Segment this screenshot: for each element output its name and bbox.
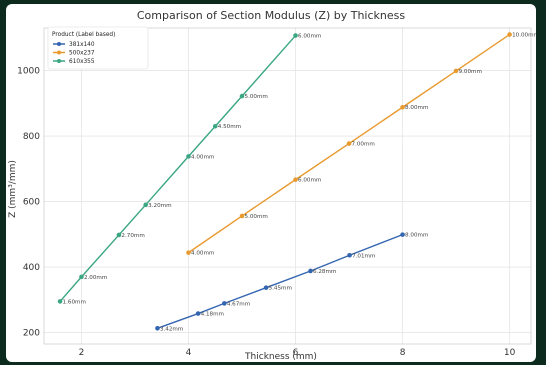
y-tick-label: 800 (23, 132, 40, 142)
data-label: 4.18mm (201, 312, 224, 318)
data-label: 4.00mm (191, 154, 214, 160)
legend-item: 381x140 (53, 42, 95, 48)
legend-swatch-marker (57, 42, 61, 46)
x-tick-label: 8 (400, 348, 406, 358)
legend-item-label: 610x355 (69, 59, 95, 65)
data-point (400, 104, 405, 110)
y-tick-label: 600 (23, 198, 40, 208)
data-point (347, 252, 352, 258)
data-label: 8.00mm (405, 105, 428, 111)
data-label: 7.00mm (352, 142, 375, 148)
x-axis-ticks: 2 4 6 8 10 (79, 348, 516, 358)
data-label: 4.00mm (191, 251, 214, 257)
legend-item: 610x355 (53, 59, 95, 65)
data-point (239, 93, 245, 99)
series-500x237: 4.00mm 5.00mm 6.00mm 7.00mm 8.00mm 9.00mm 10.0… (186, 32, 536, 257)
data-point (507, 32, 512, 37)
legend: Product (Label based) 381x140 500x237 610x… (47, 26, 149, 70)
data-label: 6.00mm (298, 34, 321, 40)
data-point (116, 232, 122, 238)
data-point (308, 268, 313, 274)
plot-area (43, 27, 532, 345)
data-label: 10.00mm (512, 33, 536, 39)
data-label: 4.67mm (227, 301, 250, 307)
y-axis-label: Z (mm³/mm) (8, 160, 18, 218)
x-axis-label: Thickness (mm) (244, 352, 317, 362)
data-point (79, 274, 84, 280)
y-axis-ticks: 200 400 600 800 1000 (17, 67, 40, 339)
data-label: 8.00mm (405, 233, 428, 239)
data-label: 4.50mm (218, 124, 241, 130)
y-tick-label: 400 (23, 263, 40, 273)
x-tick-label: 6 (293, 348, 299, 358)
x-tick-label: 4 (186, 348, 192, 358)
data-label: 2.00mm (84, 275, 107, 281)
data-point (239, 213, 245, 219)
data-point (57, 299, 63, 304)
legend-item-label: 381x140 (69, 42, 95, 48)
legend-item-label: 500x237 (69, 51, 95, 57)
data-label: 3.42mm (160, 326, 183, 332)
data-label: 7.01mm (352, 253, 375, 259)
data-point (222, 301, 227, 306)
data-label: 5.00mm (245, 94, 268, 100)
legend-box (47, 26, 149, 70)
data-point (155, 325, 160, 331)
data-point (453, 68, 459, 74)
legend-title: Product (Label based) (52, 32, 115, 38)
y-tick-label: 1000 (17, 67, 40, 77)
x-tick-label: 2 (79, 348, 85, 358)
data-label: 6.28mm (313, 269, 336, 275)
data-label: 1.60mm (63, 299, 86, 305)
data-point (186, 154, 191, 159)
x-tick-label: 10 (504, 348, 516, 358)
series-line (59, 35, 297, 302)
data-label: 5.00mm (245, 214, 268, 220)
data-point (263, 285, 269, 290)
data-label: 6.00mm (298, 178, 321, 184)
data-point (143, 202, 148, 208)
series-610x355: 1.60mm 2.00mm 2.70mm 3.20mm 4.00mm 4.50mm 5.00… (57, 33, 321, 305)
chart-svg: 2 4 6 8 10 200 400 600 800 1000 3.42mm 4.18mm4.67… (8, 9, 536, 362)
chart-panel: 2 4 6 8 10 200 400 600 800 1000 3.42mm 4.18mm 4.67… (6, 4, 536, 362)
data-label: 3.20mm (148, 203, 171, 209)
y-tick-label: 200 (23, 329, 40, 339)
data-point (293, 177, 298, 182)
data-label: 2.70mm (121, 233, 144, 239)
data-point (186, 250, 191, 255)
chart-title: Comparison of Section Modulus (Z) by Thi… (137, 9, 405, 22)
data-point (346, 141, 352, 146)
data-label: 9.00mm (459, 69, 482, 75)
data-label: 5.45mm (269, 286, 292, 292)
legend-swatch-marker (57, 59, 61, 63)
legend-item: 500x237 (53, 50, 95, 57)
legend-swatch-marker (57, 50, 61, 55)
data-point (293, 33, 298, 38)
data-point (212, 123, 218, 129)
data-point (195, 311, 201, 316)
grid-layer (44, 28, 531, 344)
data-point (400, 232, 405, 237)
